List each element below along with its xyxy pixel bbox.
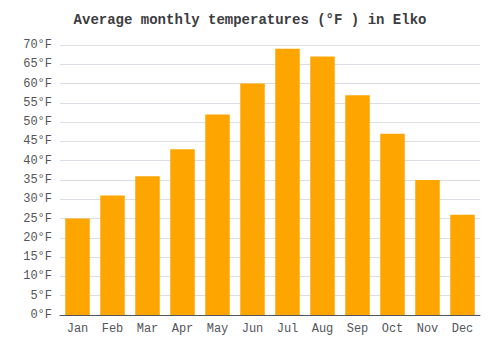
svg-text:20°F: 20°F xyxy=(23,231,52,245)
svg-text:Nov: Nov xyxy=(417,322,439,336)
svg-text:Jan: Jan xyxy=(67,322,89,336)
svg-text:Apr: Apr xyxy=(172,322,194,336)
svg-text:Dec: Dec xyxy=(452,322,474,336)
svg-text:25°F: 25°F xyxy=(23,212,52,226)
svg-text:45°F: 45°F xyxy=(23,134,52,148)
svg-text:Sep: Sep xyxy=(347,322,369,336)
svg-text:Average monthly temperatures (: Average monthly temperatures (°F ) in El… xyxy=(74,12,427,28)
svg-text:65°F: 65°F xyxy=(23,57,52,71)
svg-text:60°F: 60°F xyxy=(23,77,52,91)
svg-text:Aug: Aug xyxy=(312,322,334,336)
svg-text:40°F: 40°F xyxy=(23,154,52,168)
svg-text:May: May xyxy=(207,322,229,336)
svg-text:Mar: Mar xyxy=(137,322,159,336)
svg-text:35°F: 35°F xyxy=(23,173,52,187)
svg-text:55°F: 55°F xyxy=(23,96,52,110)
svg-text:30°F: 30°F xyxy=(23,192,52,206)
svg-text:0°F: 0°F xyxy=(30,308,52,322)
svg-text:Oct: Oct xyxy=(382,322,404,336)
svg-text:Feb: Feb xyxy=(102,322,124,336)
svg-text:50°F: 50°F xyxy=(23,115,52,129)
svg-text:5°F: 5°F xyxy=(30,289,52,303)
svg-text:Jun: Jun xyxy=(242,322,264,336)
svg-text:Jul: Jul xyxy=(277,322,299,336)
svg-text:10°F: 10°F xyxy=(23,269,52,283)
svg-text:15°F: 15°F xyxy=(23,250,52,264)
svg-text:70°F: 70°F xyxy=(23,38,52,52)
